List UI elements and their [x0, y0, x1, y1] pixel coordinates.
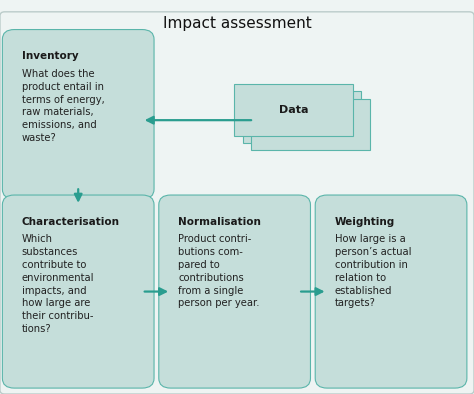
Text: How large is a
person’s actual
contribution in
relation to
established
targets?: How large is a person’s actual contribut… — [335, 234, 411, 309]
Bar — [251, 98, 370, 150]
Bar — [243, 91, 361, 143]
FancyBboxPatch shape — [315, 195, 467, 388]
FancyBboxPatch shape — [2, 30, 154, 199]
Text: Characterisation: Characterisation — [22, 217, 120, 227]
FancyBboxPatch shape — [159, 195, 310, 388]
Bar — [234, 84, 353, 136]
FancyBboxPatch shape — [2, 195, 154, 388]
Text: Data: Data — [279, 105, 308, 115]
Text: Which
substances
contribute to
environmental
impacts, and
how large are
their co: Which substances contribute to environme… — [22, 234, 94, 334]
Text: Normalisation: Normalisation — [178, 217, 261, 227]
Text: Weighting: Weighting — [335, 217, 395, 227]
Text: Inventory: Inventory — [22, 51, 78, 61]
Text: Product contri-
butions com-
pared to
contributions
from a single
person per yea: Product contri- butions com- pared to co… — [178, 234, 260, 309]
Text: Impact assessment: Impact assessment — [163, 16, 311, 31]
Text: What does the
product entail in
terms of energy,
raw materials,
emissions, and
w: What does the product entail in terms of… — [22, 69, 105, 143]
FancyBboxPatch shape — [0, 12, 474, 394]
